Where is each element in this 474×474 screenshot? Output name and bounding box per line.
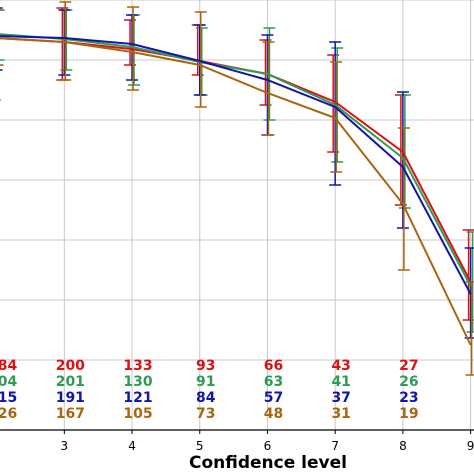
x-axis-ticks: 3 4 5 6 7 8 9	[61, 430, 474, 453]
count-label: 315	[0, 390, 17, 406]
count-label: 73	[196, 406, 215, 422]
count-label: 23	[399, 390, 418, 406]
error-bar	[59, 1, 72, 81]
count-label: 41	[331, 374, 350, 390]
count-label: 26	[399, 374, 418, 390]
error-bar	[194, 11, 207, 108]
count-label: 326	[0, 406, 17, 422]
error-bar	[262, 41, 275, 136]
x-tick-label: 7	[331, 439, 339, 453]
count-label: 284	[0, 358, 17, 374]
count-label: 121	[123, 390, 152, 406]
error-bar	[0, 9, 1, 101]
count-label: 130	[123, 374, 152, 390]
count-label: 66	[264, 358, 283, 374]
count-label: 31	[331, 406, 350, 422]
error-bar	[0, 7, 3, 71]
series-lines	[0, 33, 472, 346]
count-label: 84	[196, 390, 216, 406]
series-line	[0, 37, 472, 283]
count-label: 93	[196, 358, 215, 374]
error-bar	[331, 47, 344, 163]
count-label: 27	[399, 358, 418, 374]
count-label: 105	[123, 406, 152, 422]
count-label: 19	[399, 406, 418, 422]
count-label: 191	[56, 390, 85, 406]
x-tick-label: 4	[128, 439, 136, 453]
series-line	[0, 33, 472, 287]
x-tick-label: 9	[467, 439, 474, 453]
x-tick-label: 8	[399, 439, 407, 453]
error-bar	[329, 41, 342, 186]
x-tick-label: 3	[61, 439, 69, 453]
count-label: 37	[331, 390, 350, 406]
count-label: 304	[0, 374, 17, 390]
count-label: 200	[56, 358, 85, 374]
count-label: 201	[56, 374, 85, 390]
error-bar	[0, 9, 4, 66]
error-bar	[397, 127, 410, 271]
count-labels: 2842001339366432730420113091634126315191…	[0, 358, 419, 422]
series-line	[0, 37, 472, 346]
count-label: 63	[264, 374, 283, 390]
count-label: 48	[264, 406, 283, 422]
x-tick-label: 6	[264, 439, 272, 453]
series-line	[0, 35, 472, 295]
count-label: 57	[264, 390, 283, 406]
count-label: 43	[331, 358, 350, 374]
error-bars	[0, 1, 474, 376]
count-label: 167	[56, 406, 85, 422]
count-label: 91	[196, 374, 215, 390]
count-label: 133	[123, 358, 152, 374]
x-axis-label: Confidence level	[189, 453, 347, 473]
x-tick-label: 5	[196, 439, 204, 453]
error-bar	[330, 61, 343, 173]
